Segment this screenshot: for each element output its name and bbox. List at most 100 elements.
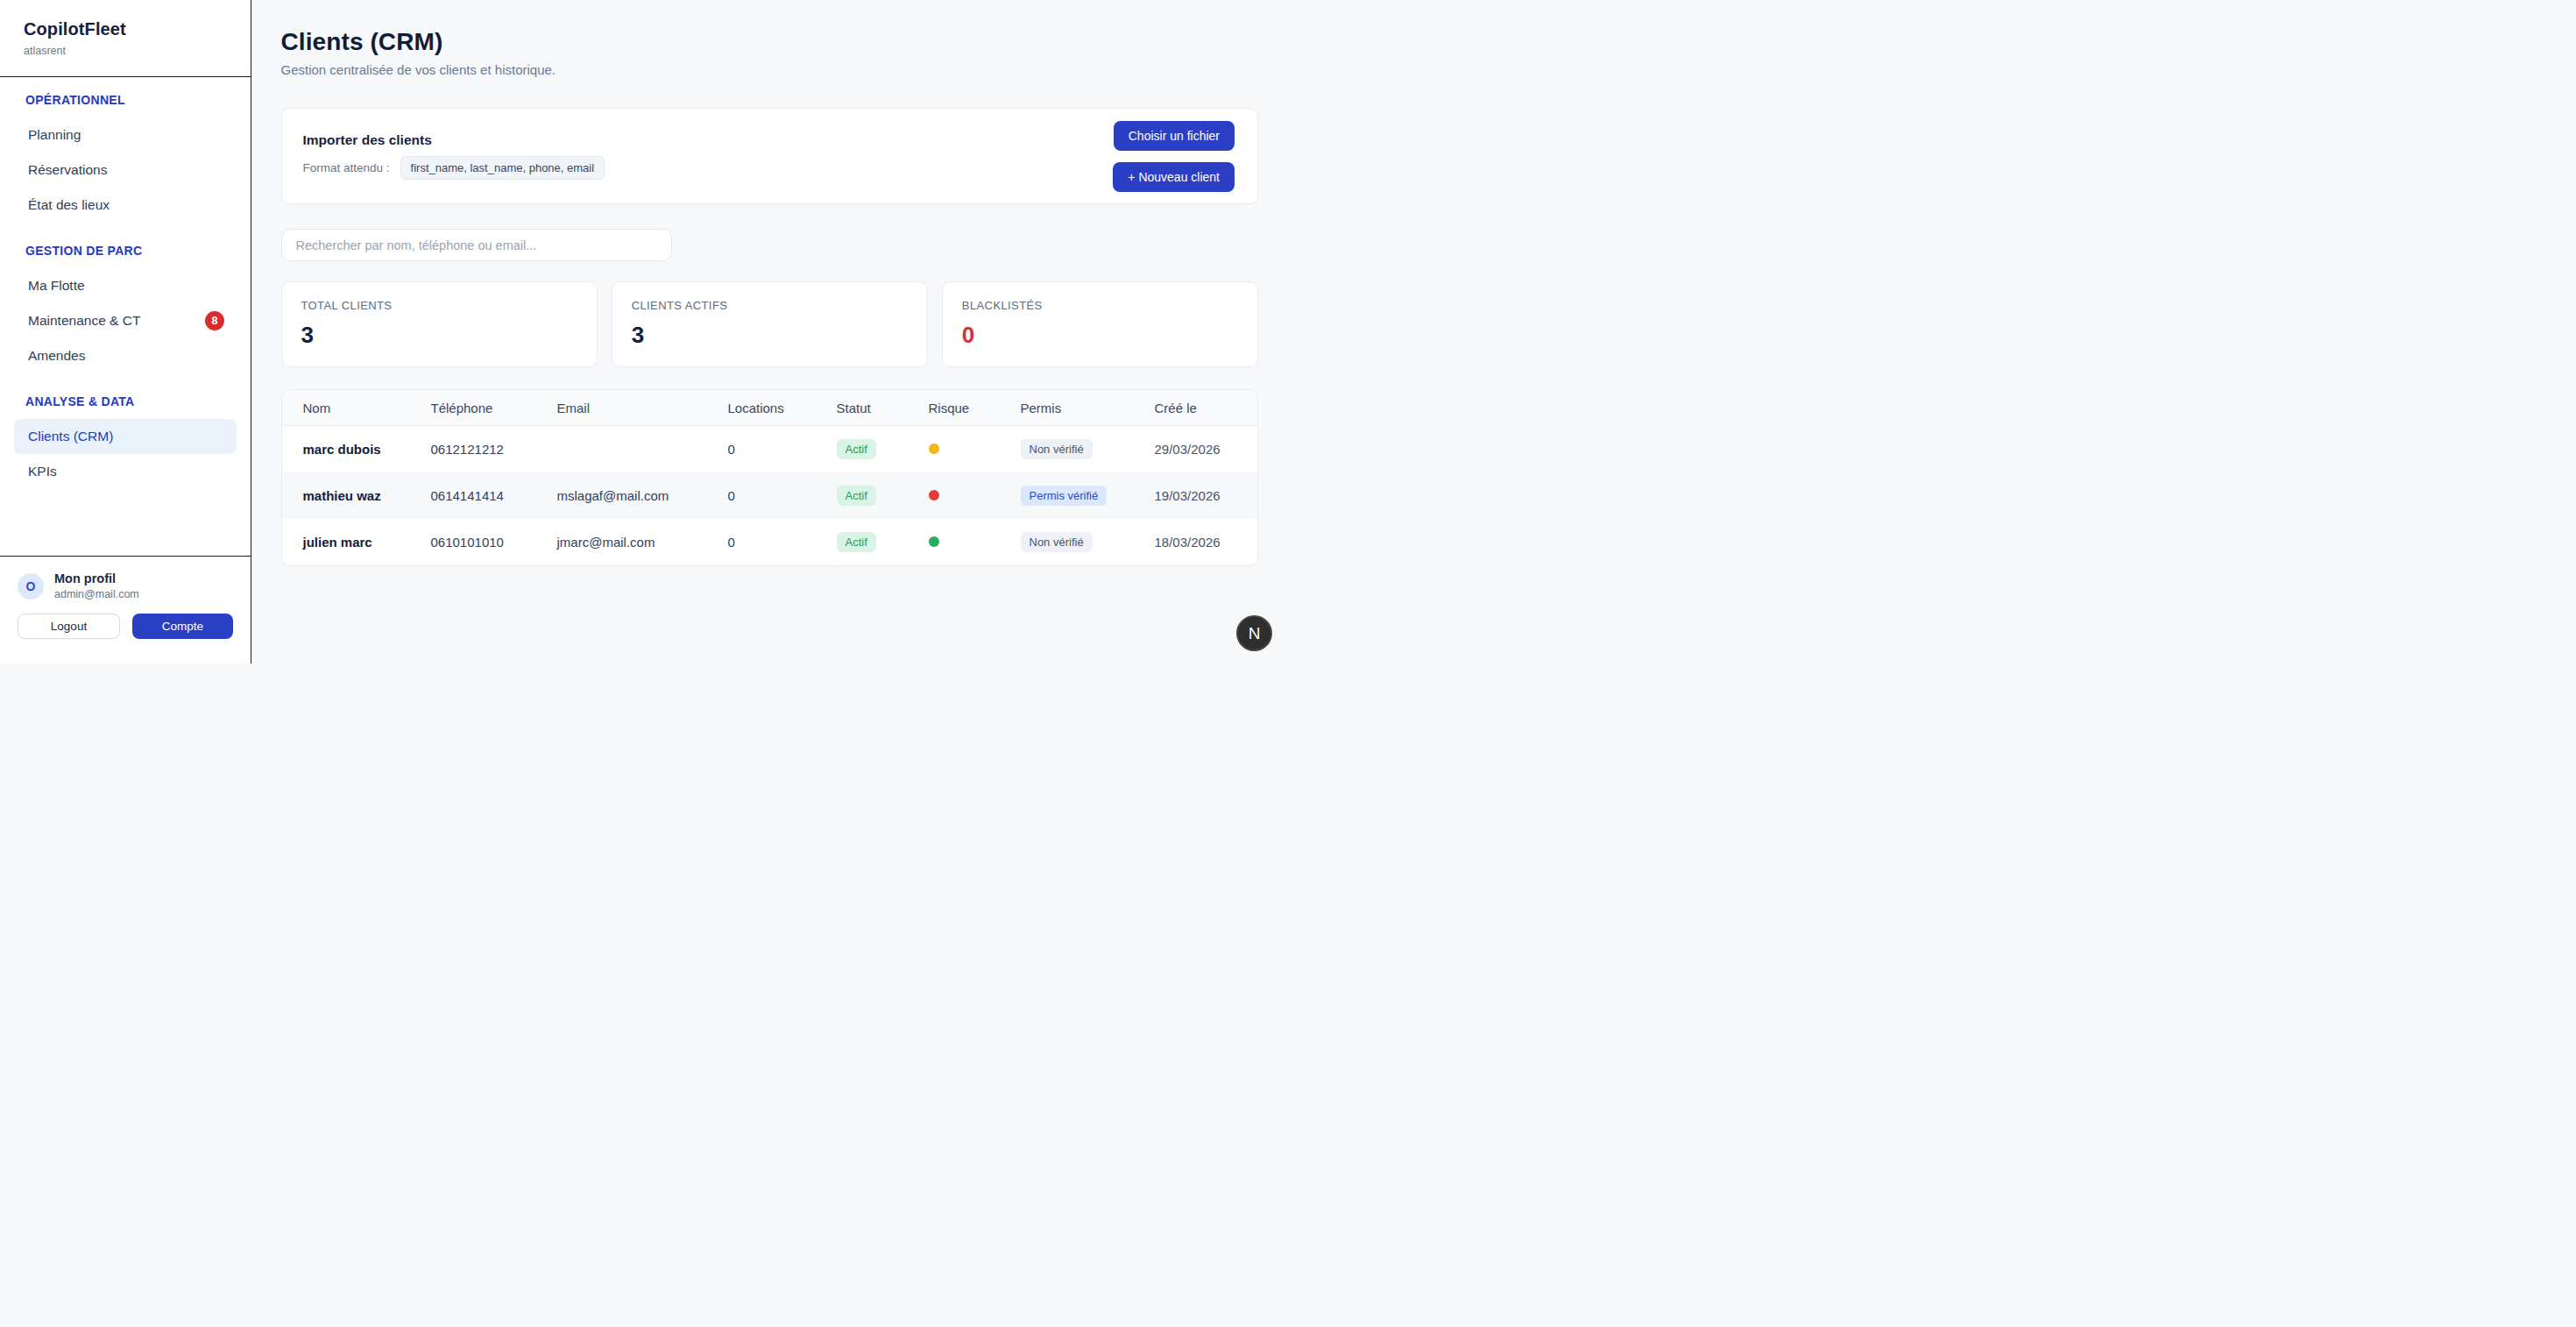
permis-badge: Non vérifié [1021,439,1093,459]
table-header-row: Nom Téléphone Email Locations Statut Ris… [282,390,1258,426]
risk-dot [929,444,939,454]
nav-items-analyse: Clients (CRM) KPIs [0,419,251,489]
sidebar-item-kpis[interactable]: KPIs [14,454,237,489]
stat-label: BLACKLISTÉS [962,299,1238,312]
client-locations: 0 [728,535,837,550]
profile-name: Mon profil [54,571,139,585]
sidebar-item-reservations[interactable]: Réservations [14,153,237,188]
footer-buttons: Logout Compte [18,614,233,639]
client-permis-cell: Non vérifié [1021,532,1155,552]
import-format-row: Format attendu : first_name, last_name, … [303,156,605,180]
sidebar-item-planning[interactable]: Planning [14,117,237,153]
sidebar-item-amendes[interactable]: Amendes [14,338,237,373]
client-phone: 0612121212 [431,442,557,457]
sidebar-item-label: Planning [28,127,81,143]
client-status-cell: Actif [837,532,929,552]
risk-dot [929,490,939,500]
table-row[interactable]: julien marc 0610101010 jmarc@mail.com 0 … [282,519,1258,565]
profile-row: O Mon profil admin@mail.com [18,571,233,600]
format-label: Format attendu : [303,161,390,174]
sidebar-item-ma-flotte[interactable]: Ma Flotte [14,268,237,303]
client-email: jmarc@mail.com [557,535,728,550]
nav-section-analyse-data: ANALYSE & DATA [0,393,251,410]
nav-section-operationnel: OPÉRATIONNEL [0,91,251,109]
profile-texts: Mon profil admin@mail.com [54,571,139,600]
import-clients-card: Importer des clients Format attendu : fi… [281,108,1259,204]
new-client-button[interactable]: + Nouveau client [1113,162,1235,192]
maintenance-count-badge: 8 [205,311,224,330]
sidebar-item-label: Clients (CRM) [28,429,113,444]
app-name: CopilotFleet [24,19,227,39]
client-created-date: 29/03/2026 [1155,442,1237,457]
client-locations: 0 [728,488,837,503]
column-header-locations: Locations [728,401,837,415]
permis-badge: Non vérifié [1021,532,1093,552]
column-header-statut: Statut [837,401,929,415]
stat-label: TOTAL CLIENTS [301,299,577,312]
client-locations: 0 [728,442,837,457]
import-title: Importer des clients [303,132,605,148]
status-badge: Actif [837,439,876,459]
client-created-date: 18/03/2026 [1155,535,1237,550]
client-permis-cell: Non vérifié [1021,439,1155,459]
client-name: mathieu waz [303,488,431,503]
page-title: Clients (CRM) [281,28,1259,56]
org-name: atlasrent [24,45,227,57]
choose-file-button[interactable]: Choisir un fichier [1114,121,1235,151]
client-name: julien marc [303,535,431,550]
sidebar-item-label: KPIs [28,464,57,479]
client-email: mslagaf@mail.com [557,488,728,503]
stat-value: 3 [632,322,908,349]
search-input[interactable] [281,229,672,261]
column-header-permis: Permis [1021,401,1155,415]
column-header-nom: Nom [303,401,431,415]
stat-value: 0 [962,322,1238,349]
stat-value: 3 [301,322,577,349]
import-info: Importer des clients Format attendu : fi… [303,132,605,180]
sidebar-item-maintenance-ct[interactable]: Maintenance & CT 8 [14,303,237,338]
risk-dot [929,536,939,547]
client-phone: 0614141414 [431,488,557,503]
sidebar-item-label: Amendes [28,348,85,364]
column-header-telephone: Téléphone [431,401,557,415]
nav-items-gestion: Ma Flotte Maintenance & CT 8 Amendes [0,268,251,373]
avatar: O [18,573,44,600]
stat-card-clients-actifs: CLIENTS ACTIFS 3 [612,281,928,367]
sidebar-item-label: État des lieux [28,197,110,213]
account-button[interactable]: Compte [132,614,233,639]
sidebar-nav: OPÉRATIONNEL Planning Réservations État … [0,77,251,556]
clients-table: Nom Téléphone Email Locations Statut Ris… [281,389,1259,566]
table-body: marc dubois 0612121212 0 Actif Non vérif… [282,426,1258,565]
sidebar-item-label: Ma Flotte [28,278,85,294]
nextjs-dev-indicator-button[interactable]: N [1236,615,1272,651]
table-row[interactable]: mathieu waz 0614141414 mslagaf@mail.com … [282,472,1258,519]
permis-badge: Permis vérifié [1021,486,1108,506]
column-header-cree-le: Créé le [1155,401,1237,415]
client-risk-cell [929,442,1021,457]
client-status-cell: Actif [837,486,929,506]
sidebar: CopilotFleet atlasrent OPÉRATIONNEL Plan… [0,0,251,664]
format-value-chip: first_name, last_name, phone, email [400,156,605,180]
client-created-date: 19/03/2026 [1155,488,1237,503]
client-risk-cell [929,488,1021,503]
stat-label: CLIENTS ACTIFS [632,299,908,312]
nav-items-operationnel: Planning Réservations État des lieux [0,117,251,223]
main-content: Clients (CRM) Gestion centralisée de vos… [253,0,1289,664]
stat-card-total-clients: TOTAL CLIENTS 3 [281,281,598,367]
sidebar-item-label: Maintenance & CT [28,313,140,329]
logout-button[interactable]: Logout [18,614,120,639]
column-header-risque: Risque [929,401,1021,415]
status-badge: Actif [837,486,876,506]
sidebar-footer: O Mon profil admin@mail.com Logout Compt… [0,556,251,664]
sidebar-item-clients-crm[interactable]: Clients (CRM) [14,419,237,454]
logo-block: CopilotFleet atlasrent [0,0,251,77]
status-badge: Actif [837,532,876,552]
client-name: marc dubois [303,442,431,457]
import-actions: Choisir un fichier + Nouveau client [1113,121,1235,192]
table-row[interactable]: marc dubois 0612121212 0 Actif Non vérif… [282,426,1258,472]
sidebar-item-label: Réservations [28,162,107,178]
sidebar-item-etat-des-lieux[interactable]: État des lieux [14,188,237,223]
nav-section-gestion-de-parc: GESTION DE PARC [0,242,251,259]
client-status-cell: Actif [837,439,929,459]
client-phone: 0610101010 [431,535,557,550]
